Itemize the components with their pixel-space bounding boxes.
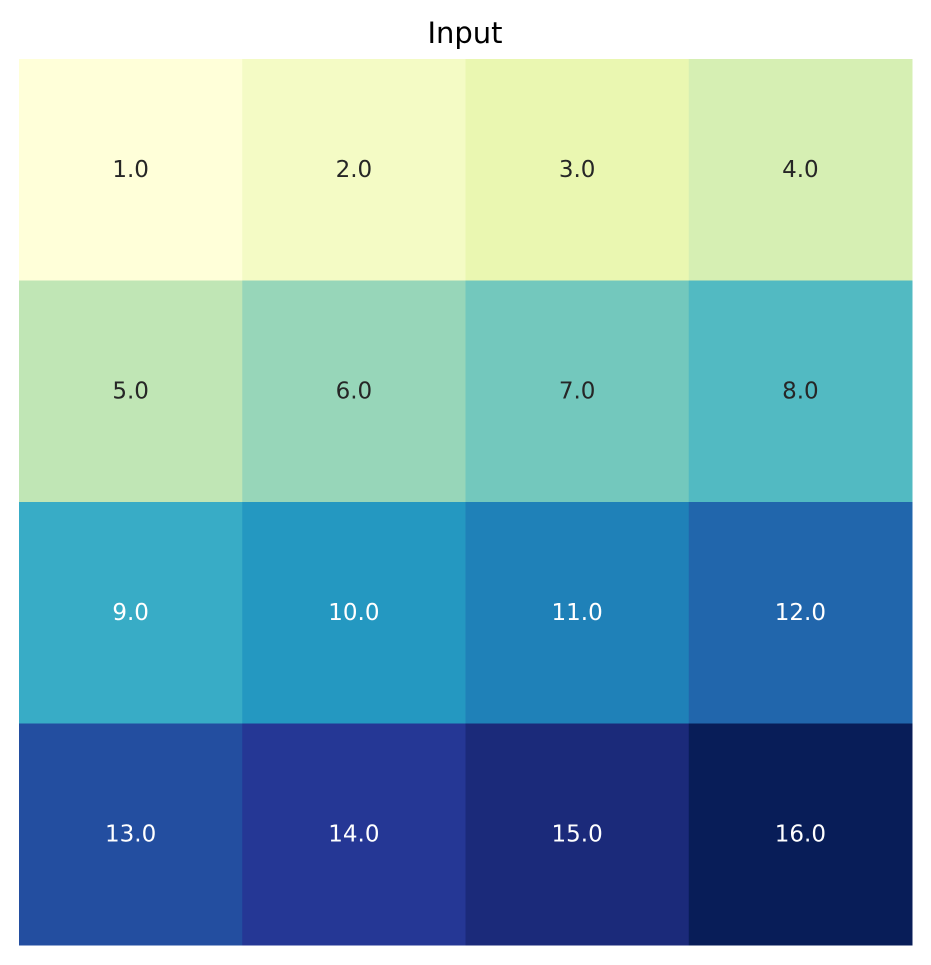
heatmap-cell-label-r4-c4: 16.0 xyxy=(775,821,826,847)
heatmap-cell-r1-c2 xyxy=(242,59,466,281)
heatmap-cell-label-r2-c2: 6.0 xyxy=(336,378,373,404)
heatmap-cells xyxy=(19,59,913,946)
heatmap-cell-label-r1-c2: 2.0 xyxy=(336,157,373,183)
heatmap-cell-r2-c4 xyxy=(688,280,913,503)
heatmap-cell-r2-c2 xyxy=(242,280,466,503)
heatmap-cell-label-r4-c3: 15.0 xyxy=(552,821,603,847)
heatmap-cell-r4-c3 xyxy=(465,723,690,946)
heatmap-cell-label-r3-c4: 12.0 xyxy=(775,600,826,626)
heatmap-cell-r2-c3 xyxy=(465,280,690,503)
heatmap-cell-label-r1-c4: 4.0 xyxy=(782,157,819,183)
heatmap-cell-r4-c2 xyxy=(242,723,466,946)
heatmap-cell-r3-c4 xyxy=(688,502,913,724)
heatmap-labels: 1.0 2.0 3.0 4.0 5.0 6.0 7.0 8.0 9.0 10.0 11.0 12.0 1… xyxy=(105,157,826,848)
heatmap-cell-r4-c4 xyxy=(688,723,913,946)
heatmap-cell-label-r2-c3: 7.0 xyxy=(559,378,596,404)
heatmap-cell-label-r2-c4: 8.0 xyxy=(782,378,819,404)
heatmap-cell-label-r4-c2: 14.0 xyxy=(328,821,379,847)
heatmap-cell-r4-c1 xyxy=(19,723,243,946)
heatmap-cell-r3-c3 xyxy=(465,502,690,724)
heatmap-cell-label-r4-c1: 13.0 xyxy=(105,821,156,847)
heatmap-cell-label-r1-c1: 1.0 xyxy=(112,157,149,183)
heatmap-cell-label-r1-c3: 3.0 xyxy=(559,157,596,183)
heatmap-cell-r1-c1 xyxy=(19,59,243,281)
heatmap-cell-r2-c1 xyxy=(19,280,243,503)
heatmap-cell-r1-c3 xyxy=(465,59,690,281)
heatmap-cell-label-r3-c1: 9.0 xyxy=(112,600,149,626)
heatmap-cell-label-r3-c2: 10.0 xyxy=(328,600,379,626)
heatmap-cell-label-r2-c1: 5.0 xyxy=(112,378,149,404)
heatmap-cell-r3-c2 xyxy=(242,502,466,724)
chart-title: Input xyxy=(427,16,502,50)
heatmap-cell-r3-c1 xyxy=(19,502,243,724)
heatmap-cell-r1-c4 xyxy=(688,59,913,281)
heatmap-cell-label-r3-c3: 11.0 xyxy=(552,600,603,626)
